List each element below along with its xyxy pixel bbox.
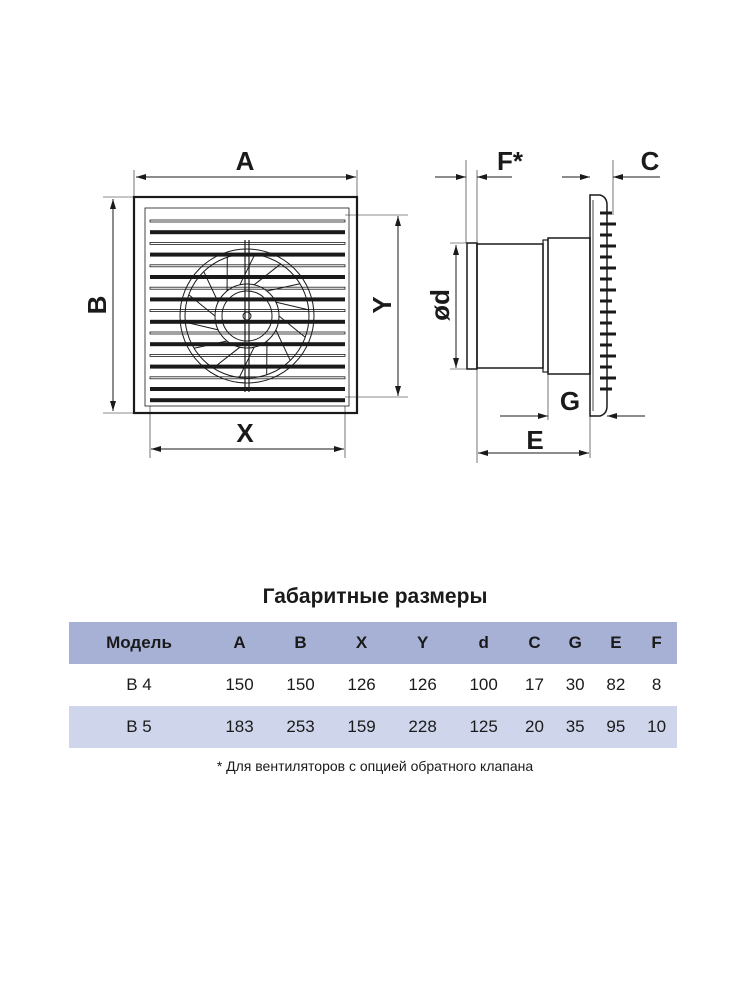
side-grille-slat xyxy=(600,211,612,215)
column-header: F xyxy=(651,633,662,652)
side-grille-slat xyxy=(600,310,616,314)
side-view xyxy=(435,160,660,463)
table-cell: 10 xyxy=(647,717,667,736)
front-view xyxy=(103,170,408,458)
grille-slat xyxy=(150,319,345,324)
label-E: E xyxy=(526,425,543,455)
table-cell: 30 xyxy=(565,675,585,694)
grille-slat xyxy=(150,252,345,257)
grille-slat xyxy=(149,219,346,223)
table-cell: 35 xyxy=(565,717,585,736)
grille-slat xyxy=(149,264,346,268)
side-grille-slat xyxy=(600,365,612,369)
impeller-blade xyxy=(188,294,216,317)
side-grille-slat xyxy=(600,222,616,226)
grille-slat xyxy=(149,241,346,245)
impeller-blade xyxy=(275,301,309,311)
grille-slat xyxy=(150,387,345,391)
table-cell: B 5 xyxy=(126,717,152,736)
impeller-blade xyxy=(193,340,228,349)
table-cell: 95 xyxy=(606,717,626,736)
table-cell: 100 xyxy=(469,675,498,694)
impeller-blade xyxy=(266,283,301,292)
label-G: G xyxy=(560,386,580,416)
side-grille-slat xyxy=(600,277,612,281)
column-header: A xyxy=(233,633,246,652)
table-title: Габаритные размеры xyxy=(262,585,488,608)
table-row: B 4 150 150 126 126 100 17 30 82 8 xyxy=(69,664,677,706)
table-cell: 228 xyxy=(408,717,437,736)
side-grille-slat xyxy=(600,233,612,237)
grille-slats xyxy=(149,219,346,403)
table-cell: 150 xyxy=(225,675,254,694)
label-d: ød xyxy=(425,289,455,321)
column-header: C xyxy=(528,633,541,652)
grille-slat xyxy=(150,342,345,347)
grille-slat xyxy=(150,364,345,369)
side-grille-slat xyxy=(600,255,612,259)
label-Y: Y xyxy=(367,296,397,313)
impeller-blade xyxy=(275,329,291,361)
impeller-blade xyxy=(185,321,219,331)
label-F: F* xyxy=(497,146,524,176)
side-grille-slat xyxy=(600,343,612,347)
grille-slat xyxy=(150,230,345,235)
table-cell: 82 xyxy=(606,675,626,694)
table-row: B 5 183 253 159 228 125 20 35 95 10 xyxy=(69,706,677,748)
side-grille-slat xyxy=(600,321,612,325)
column-header: Модель xyxy=(106,633,172,652)
table-cell: 126 xyxy=(347,675,376,694)
column-header: B xyxy=(294,633,307,652)
column-header: X xyxy=(355,633,368,652)
column-header: G xyxy=(568,633,582,652)
grille-slat xyxy=(150,297,345,302)
impeller-blade xyxy=(213,346,241,369)
footnote: * Для вентиляторов с опцией обратного кл… xyxy=(216,758,534,774)
label-C: C xyxy=(641,146,660,176)
table-cell: 17 xyxy=(525,675,544,694)
impeller-blade xyxy=(238,346,255,378)
grille-slat xyxy=(149,286,346,290)
side-grille-slat xyxy=(600,376,616,380)
grille-slat xyxy=(149,309,346,313)
impeller-blade xyxy=(203,271,219,303)
side-grille-slat xyxy=(600,387,612,391)
impeller-blade xyxy=(253,263,281,286)
side-grille-slat xyxy=(600,354,616,358)
impeller-blade xyxy=(239,254,256,286)
side-grille-slat xyxy=(600,299,612,303)
label-X: X xyxy=(236,418,254,448)
table-cell: 253 xyxy=(286,717,315,736)
side-grille-slat xyxy=(600,266,616,270)
table-cell: 125 xyxy=(469,717,498,736)
label-B: B xyxy=(82,296,112,315)
grille-slat xyxy=(150,398,345,403)
table-cell: 126 xyxy=(408,675,437,694)
side-grille-slat xyxy=(600,244,616,248)
table-cell: 150 xyxy=(286,675,315,694)
column-header: Y xyxy=(416,633,429,652)
label-A: A xyxy=(236,146,255,176)
side-grille-slat xyxy=(600,288,616,292)
table-cell: 183 xyxy=(225,717,254,736)
impeller xyxy=(179,240,315,392)
fan-dimension-drawing: A B X Y F* C ød G E xyxy=(82,146,660,463)
grille-slat xyxy=(149,331,346,335)
column-header: E xyxy=(610,633,622,652)
column-header: d xyxy=(478,633,489,652)
side-grille-slat xyxy=(600,332,616,336)
table-cell: 8 xyxy=(651,675,662,694)
impeller-blade xyxy=(278,315,306,338)
table-cell: 20 xyxy=(525,717,544,736)
table-cell: B 4 xyxy=(126,675,152,694)
table-cell: 159 xyxy=(347,717,376,736)
grille-slat xyxy=(149,353,346,357)
grille-slat xyxy=(150,275,345,279)
